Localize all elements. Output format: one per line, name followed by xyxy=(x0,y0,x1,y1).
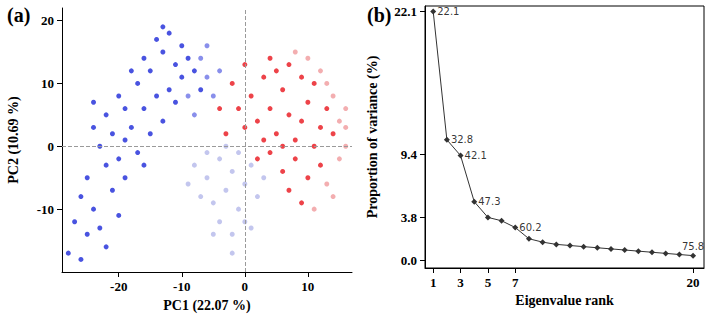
svg-text:Proportion of variance (%): Proportion of variance (%) xyxy=(365,55,381,218)
svg-text:10: 10 xyxy=(41,76,54,91)
svg-text:(b): (b) xyxy=(367,4,391,27)
svg-text:32.8: 32.8 xyxy=(451,134,473,145)
svg-text:9.4: 9.4 xyxy=(401,147,418,162)
svg-text:60.2: 60.2 xyxy=(519,222,541,233)
svg-text:0: 0 xyxy=(242,279,249,294)
svg-text:0: 0 xyxy=(48,139,55,154)
svg-text:10: 10 xyxy=(301,279,314,294)
svg-text:-10: -10 xyxy=(173,279,190,294)
svg-text:(a): (a) xyxy=(7,4,30,27)
svg-text:20: 20 xyxy=(41,13,54,28)
svg-text:47.3: 47.3 xyxy=(478,196,500,207)
svg-text:22.1: 22.1 xyxy=(437,6,459,17)
svg-text:42.1: 42.1 xyxy=(465,150,487,161)
svg-text:1: 1 xyxy=(430,275,437,290)
svg-text:-20: -20 xyxy=(110,279,127,294)
svg-text:3: 3 xyxy=(457,275,464,290)
svg-text:PC2 (10.69 %): PC2 (10.69 %) xyxy=(6,96,22,184)
svg-text:22.1: 22.1 xyxy=(394,4,417,19)
svg-text:75.8: 75.8 xyxy=(682,241,704,252)
svg-text:-10: -10 xyxy=(37,202,54,217)
svg-text:20: 20 xyxy=(687,275,700,290)
svg-text:Eigenvalue rank: Eigenvalue rank xyxy=(515,293,614,308)
svg-text:0.0: 0.0 xyxy=(401,253,417,268)
svg-text:7: 7 xyxy=(512,275,519,290)
svg-text:3.8: 3.8 xyxy=(401,210,418,225)
svg-text:5: 5 xyxy=(485,275,492,290)
svg-text:PC1 (22.07 %): PC1 (22.07 %) xyxy=(163,298,251,314)
